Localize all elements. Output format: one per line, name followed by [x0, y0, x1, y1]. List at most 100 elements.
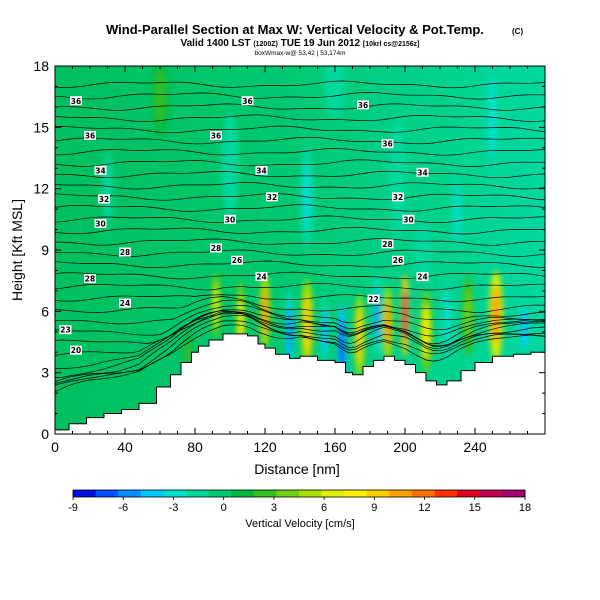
contour-label: 28: [84, 274, 96, 284]
x-tick-label: 0: [51, 439, 59, 455]
vv-cell-core: [303, 294, 311, 353]
colorbar-segment: [502, 490, 526, 497]
colorbar-tick-label: 3: [271, 502, 277, 514]
contour-label: 26: [392, 255, 404, 265]
contour-label: 23: [59, 325, 72, 335]
chart-title: Wind-Parallel Section at Max W: Vertical…: [106, 22, 484, 37]
colorbar-tick-label: 18: [519, 502, 531, 514]
colorbar-tick-label: 0: [221, 502, 227, 514]
contour-label: 36: [210, 131, 222, 141]
colorbar-tick-label: -3: [169, 502, 179, 514]
theta-contour-line: [55, 182, 545, 190]
contour-label: 28: [381, 239, 394, 249]
svg-text:20: 20: [71, 346, 81, 355]
contour-label: 22: [367, 294, 380, 304]
vv-cell-core: [392, 138, 404, 219]
theta-contour-line: [55, 193, 545, 201]
svg-text:36: 36: [242, 97, 252, 106]
svg-text:24: 24: [120, 299, 130, 308]
theta-contour-line: [55, 159, 545, 167]
vv-cell-core: [321, 307, 328, 356]
colorbar-segment: [457, 490, 481, 497]
svg-text:24: 24: [417, 273, 427, 282]
contour-label: 36: [357, 100, 369, 110]
svg-text:30: 30: [225, 215, 235, 224]
colorbar-segment: [412, 490, 435, 497]
svg-text:36: 36: [358, 101, 368, 110]
theta-contour-line: [55, 271, 545, 280]
y-tick-label: 3: [41, 365, 49, 381]
colorbar-segment: [163, 490, 187, 497]
theta-contour-line: [55, 313, 545, 369]
x-tick-label: 240: [463, 439, 487, 455]
parameter-line: boxWmax-w@ 53,42 | 53,174m: [254, 50, 345, 57]
colorbar-segment: [276, 490, 300, 497]
svg-text:34: 34: [256, 166, 266, 175]
contour-label: 20: [70, 345, 82, 355]
contour-label: 36: [381, 139, 394, 149]
colorbar-segment: [344, 490, 368, 497]
x-tick-label: 200: [393, 439, 417, 455]
theta-contour-line: [55, 311, 545, 356]
theta-contour-line: [55, 215, 545, 223]
colorbar: -9 -6 -3 0 3 6 9 12 15 18: [68, 489, 531, 514]
theta-contour-line: [55, 170, 545, 179]
svg-text:32: 32: [99, 195, 109, 204]
svg-text:36: 36: [382, 140, 392, 149]
colorbar-tick-label: -9: [68, 502, 78, 514]
x-axis-label: Distance [nm]: [254, 461, 340, 477]
vv-cell-core: [402, 288, 408, 342]
theta-contour-line: [55, 80, 545, 89]
y-axis-label: Height [Kft MSL]: [9, 199, 25, 301]
contour-label: 32: [98, 194, 110, 204]
contour-label: 36: [241, 96, 254, 106]
theta-contour-line: [55, 136, 545, 145]
theta-contour-line: [55, 103, 545, 111]
vv-cell-core: [520, 307, 528, 348]
theta-contour-line: [55, 125, 545, 134]
colorbar-segment: [479, 490, 503, 497]
y-tick-label: 6: [41, 303, 49, 319]
theta-contour-line: [55, 324, 545, 393]
colorbar-segment: [366, 490, 390, 497]
theta-contour-line: [55, 294, 545, 302]
x-tick-label: 120: [253, 439, 277, 455]
theta-contour-line: [55, 226, 545, 235]
theta-contour-line: [55, 238, 545, 246]
vv-cell-core: [286, 305, 293, 359]
colorbar-tick-label: -6: [118, 502, 128, 514]
theta-contour-line: [55, 314, 545, 384]
theta-contour-line: [55, 299, 545, 325]
svg-text:28: 28: [85, 275, 95, 284]
svg-text:30: 30: [403, 215, 413, 224]
colorbar-label: Vertical Velocity [cm/s]: [245, 518, 354, 530]
colorbar-segment: [140, 490, 164, 497]
contour-label: 24: [416, 272, 429, 282]
colorbar-tick-label: 15: [469, 502, 481, 514]
svg-text:22: 22: [368, 295, 378, 304]
contour-label: 34: [255, 165, 268, 175]
contour-label: 36: [70, 96, 82, 106]
theta-contour-line: [55, 282, 545, 291]
contour-label: 28: [210, 243, 222, 253]
terrain-mask: [55, 333, 545, 434]
contour-label: 30: [94, 218, 107, 228]
svg-text:36: 36: [211, 132, 221, 141]
svg-text:34: 34: [95, 166, 105, 175]
svg-text:23: 23: [60, 326, 70, 335]
contour-label: 30: [402, 214, 415, 224]
contour-label: 34: [416, 167, 429, 177]
vv-cell-core: [356, 309, 363, 363]
svg-text:28: 28: [382, 240, 392, 249]
vv-cell-core: [454, 186, 461, 240]
vv-cell-core: [422, 305, 430, 359]
potential-temperature-contours: [55, 80, 545, 393]
valid-time-line: Valid 1400 LST (1200Z) TUE 19 Jun 2012 […: [180, 38, 419, 49]
theta-contour-line: [55, 114, 545, 122]
colorbar-segment: [389, 490, 413, 497]
theta-contour-line: [55, 148, 545, 156]
colorbar-segment: [231, 490, 255, 497]
